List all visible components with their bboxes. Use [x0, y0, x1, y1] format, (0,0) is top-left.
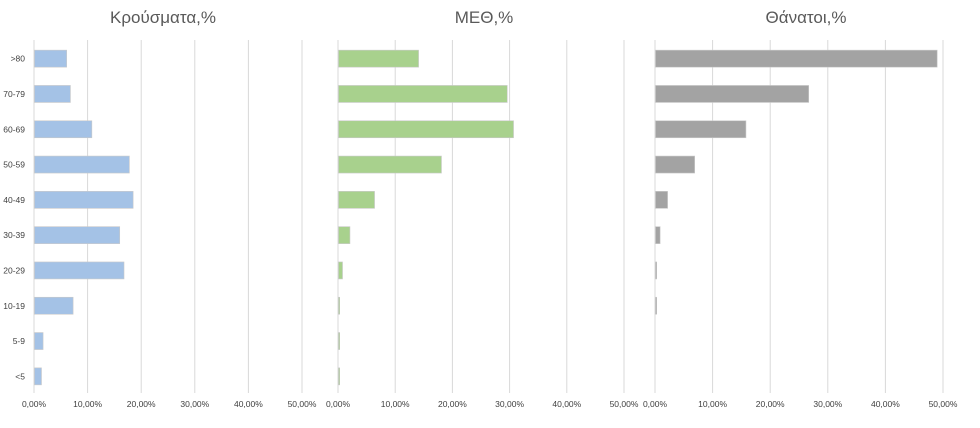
- bar: [655, 120, 747, 139]
- x-tick-label: 40,00%: [871, 399, 900, 409]
- x-tick-label: 50,00%: [288, 399, 317, 409]
- y-tick-label: 50-59: [3, 160, 25, 170]
- y-tick-label: <5: [15, 371, 25, 381]
- chart-panel-2: 0,00% 10,00% 20,00% 30,00% 40,00% 50,00% ΜΕΘ,%: [326, 8, 639, 409]
- x-tick-label: 30,00%: [495, 399, 524, 409]
- x-tick-label: 30,00%: [180, 399, 209, 409]
- chart-title: Θάνατοι,%: [766, 8, 847, 27]
- bar: [655, 85, 810, 103]
- chart-title: Κρούσματα,%: [110, 8, 216, 27]
- x-tick-label: 0,00%: [22, 399, 47, 409]
- bar: [34, 85, 71, 103]
- y-tick-label: 20-29: [3, 265, 25, 275]
- bar: [338, 367, 341, 386]
- bar: [338, 120, 514, 139]
- bar: [34, 191, 134, 209]
- bar: [34, 367, 42, 386]
- y-tick-label: 30-39: [3, 230, 25, 240]
- bar: [338, 49, 419, 68]
- bar: [338, 85, 508, 103]
- bar: [338, 191, 375, 209]
- y-tick-label: 10-19: [3, 301, 25, 311]
- x-tick-label: 10,00%: [73, 399, 102, 409]
- bar: [338, 155, 442, 174]
- y-tick-label: 70-79: [3, 89, 25, 99]
- x-tick-label: 10,00%: [698, 399, 727, 409]
- x-tick-label: 0,00%: [643, 399, 668, 409]
- chart-panel-3: 0,00% 10,00% 20,00% 30,00% 40,00% 50,00% Θάνατ…: [643, 8, 958, 409]
- x-tick-label: 10,00%: [381, 399, 410, 409]
- bar: [34, 226, 121, 244]
- bar: [655, 296, 658, 315]
- bar: [655, 155, 695, 174]
- x-tick-label: 50,00%: [929, 399, 958, 409]
- bar: [655, 191, 668, 209]
- x-tick-label: 20,00%: [438, 399, 467, 409]
- y-tick-label: 40-49: [3, 195, 25, 205]
- bar: [34, 120, 93, 139]
- bar: [655, 49, 938, 68]
- x-tick-label: 20,00%: [756, 399, 785, 409]
- y-tick-label: >80: [11, 54, 26, 64]
- bar: [655, 261, 658, 280]
- x-tick-label: 0,00%: [326, 399, 351, 409]
- bar: [34, 332, 44, 350]
- bar: [338, 332, 341, 350]
- bar: [34, 261, 125, 280]
- bar: [34, 49, 67, 68]
- x-tick-label: 40,00%: [552, 399, 581, 409]
- bar: [655, 226, 661, 244]
- bar: [338, 296, 341, 315]
- x-tick-label: 30,00%: [813, 399, 842, 409]
- y-tick-label: 5-9: [13, 336, 26, 346]
- bar: [34, 296, 74, 315]
- bar: [338, 226, 351, 244]
- x-tick-label: 40,00%: [234, 399, 263, 409]
- x-tick-label: 20,00%: [127, 399, 156, 409]
- y-tick-label: 60-69: [3, 124, 25, 134]
- x-tick-label: 50,00%: [610, 399, 639, 409]
- chart-panel-1: 0,00% 10,00% 20,00% 30,00% 40,00% 50,00% Κρούσ…: [3, 8, 317, 409]
- bar: [338, 261, 343, 280]
- chart-title: ΜΕΘ,%: [455, 8, 514, 27]
- bar: [34, 155, 130, 174]
